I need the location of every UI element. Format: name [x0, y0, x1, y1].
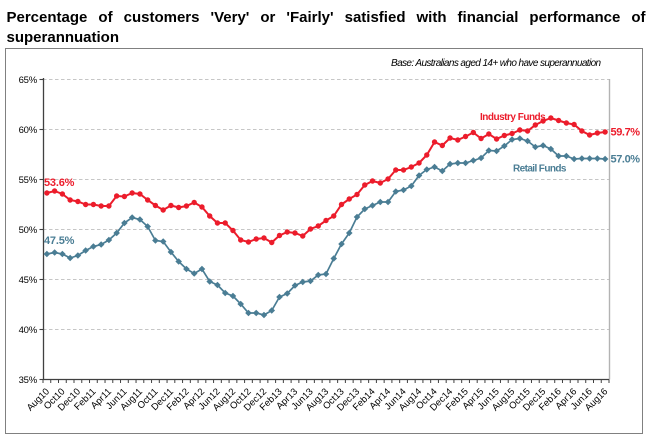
svg-text:Industry Funds: Industry Funds [480, 112, 546, 123]
svg-text:50%: 50% [19, 225, 38, 236]
svg-text:Base: Australians aged 14+ who: Base: Australians aged 14+ who have supe… [391, 58, 602, 69]
svg-text:53.6%: 53.6% [44, 177, 75, 189]
svg-text:59.7%: 59.7% [611, 126, 641, 138]
svg-text:45%: 45% [19, 275, 38, 286]
svg-text:40%: 40% [19, 325, 38, 336]
svg-text:35%: 35% [19, 375, 38, 386]
svg-text:65%: 65% [19, 75, 38, 86]
svg-text:60%: 60% [19, 125, 38, 136]
svg-text:47.5%: 47.5% [44, 235, 75, 247]
svg-text:57.0%: 57.0% [611, 153, 641, 165]
svg-text:55%: 55% [19, 175, 38, 186]
svg-text:Retail Funds: Retail Funds [513, 164, 567, 175]
